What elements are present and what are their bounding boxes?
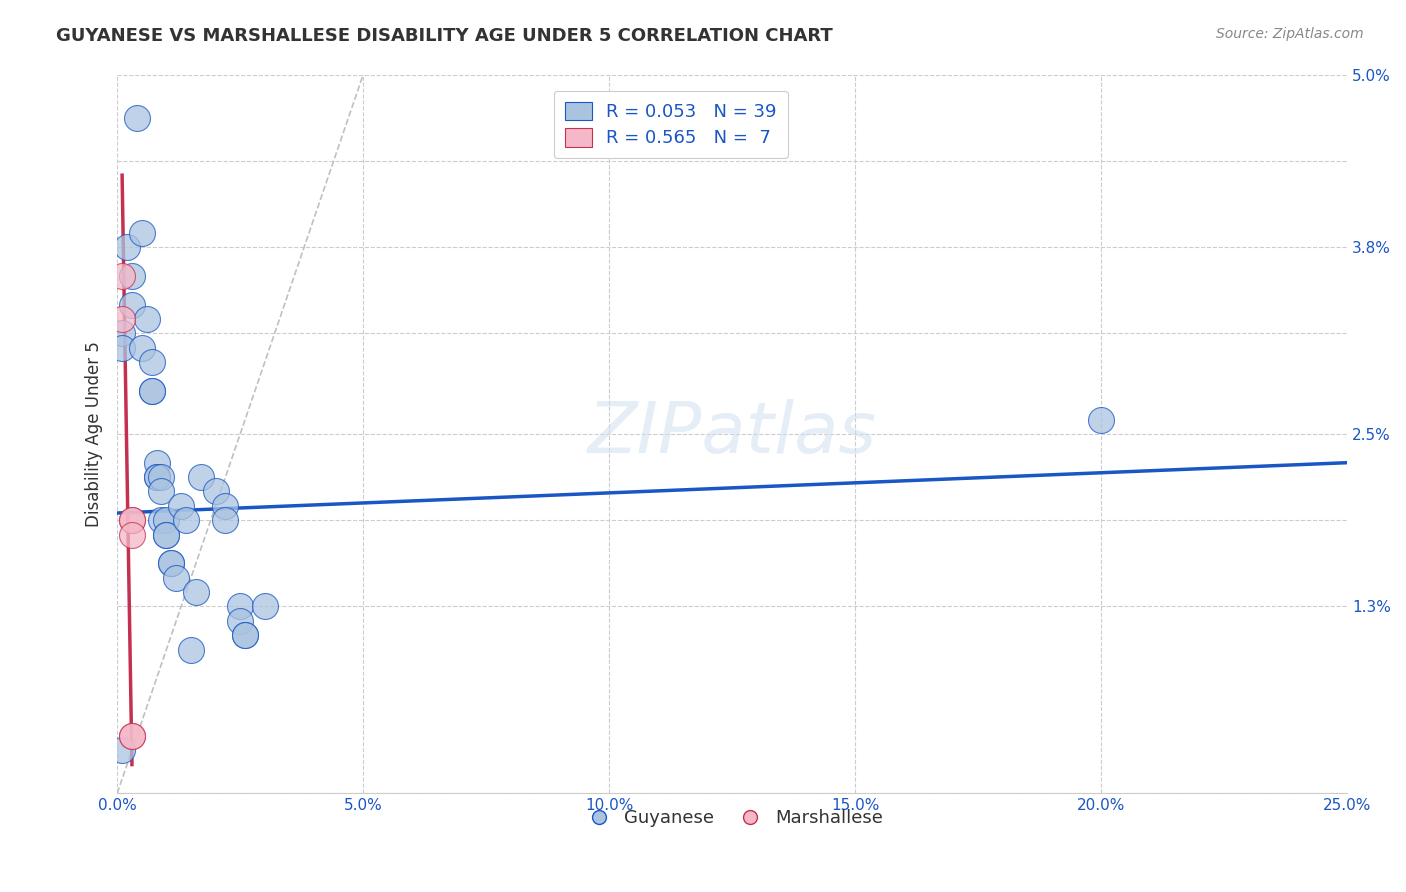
Point bbox=[214, 513, 236, 527]
Point bbox=[165, 571, 187, 585]
Y-axis label: Disability Age Under 5: Disability Age Under 5 bbox=[86, 341, 103, 527]
Point bbox=[229, 599, 252, 614]
Point bbox=[1090, 412, 1112, 426]
Point bbox=[121, 513, 143, 527]
Text: ZIPatlas: ZIPatlas bbox=[588, 400, 877, 468]
Point bbox=[125, 111, 148, 125]
Point bbox=[131, 341, 153, 355]
Point bbox=[233, 628, 256, 642]
Point bbox=[145, 470, 167, 484]
Point bbox=[253, 599, 276, 614]
Point bbox=[204, 484, 226, 499]
Point bbox=[233, 628, 256, 642]
Point bbox=[111, 341, 134, 355]
Text: Source: ZipAtlas.com: Source: ZipAtlas.com bbox=[1216, 27, 1364, 41]
Point bbox=[121, 527, 143, 541]
Point bbox=[155, 527, 177, 541]
Point bbox=[145, 456, 167, 470]
Legend: Guyanese, Marshallese: Guyanese, Marshallese bbox=[574, 802, 891, 835]
Point bbox=[160, 557, 183, 571]
Point bbox=[111, 326, 134, 341]
Point bbox=[184, 585, 207, 599]
Point bbox=[170, 499, 193, 513]
Point bbox=[155, 527, 177, 541]
Point bbox=[115, 240, 138, 254]
Point bbox=[121, 729, 143, 743]
Point bbox=[141, 384, 163, 398]
Point bbox=[145, 470, 167, 484]
Point bbox=[141, 384, 163, 398]
Point bbox=[160, 557, 183, 571]
Point bbox=[150, 470, 173, 484]
Point bbox=[155, 513, 177, 527]
Point bbox=[190, 470, 212, 484]
Point bbox=[141, 355, 163, 369]
Point bbox=[229, 614, 252, 628]
Point bbox=[121, 268, 143, 283]
Point bbox=[111, 268, 134, 283]
Point bbox=[180, 642, 202, 657]
Point bbox=[121, 729, 143, 743]
Point bbox=[121, 513, 143, 527]
Point bbox=[214, 499, 236, 513]
Point bbox=[111, 743, 134, 757]
Point bbox=[111, 312, 134, 326]
Point bbox=[150, 484, 173, 499]
Point bbox=[150, 513, 173, 527]
Point bbox=[121, 297, 143, 311]
Text: GUYANESE VS MARSHALLESE DISABILITY AGE UNDER 5 CORRELATION CHART: GUYANESE VS MARSHALLESE DISABILITY AGE U… bbox=[56, 27, 832, 45]
Point bbox=[174, 513, 197, 527]
Point bbox=[135, 312, 157, 326]
Point bbox=[131, 226, 153, 240]
